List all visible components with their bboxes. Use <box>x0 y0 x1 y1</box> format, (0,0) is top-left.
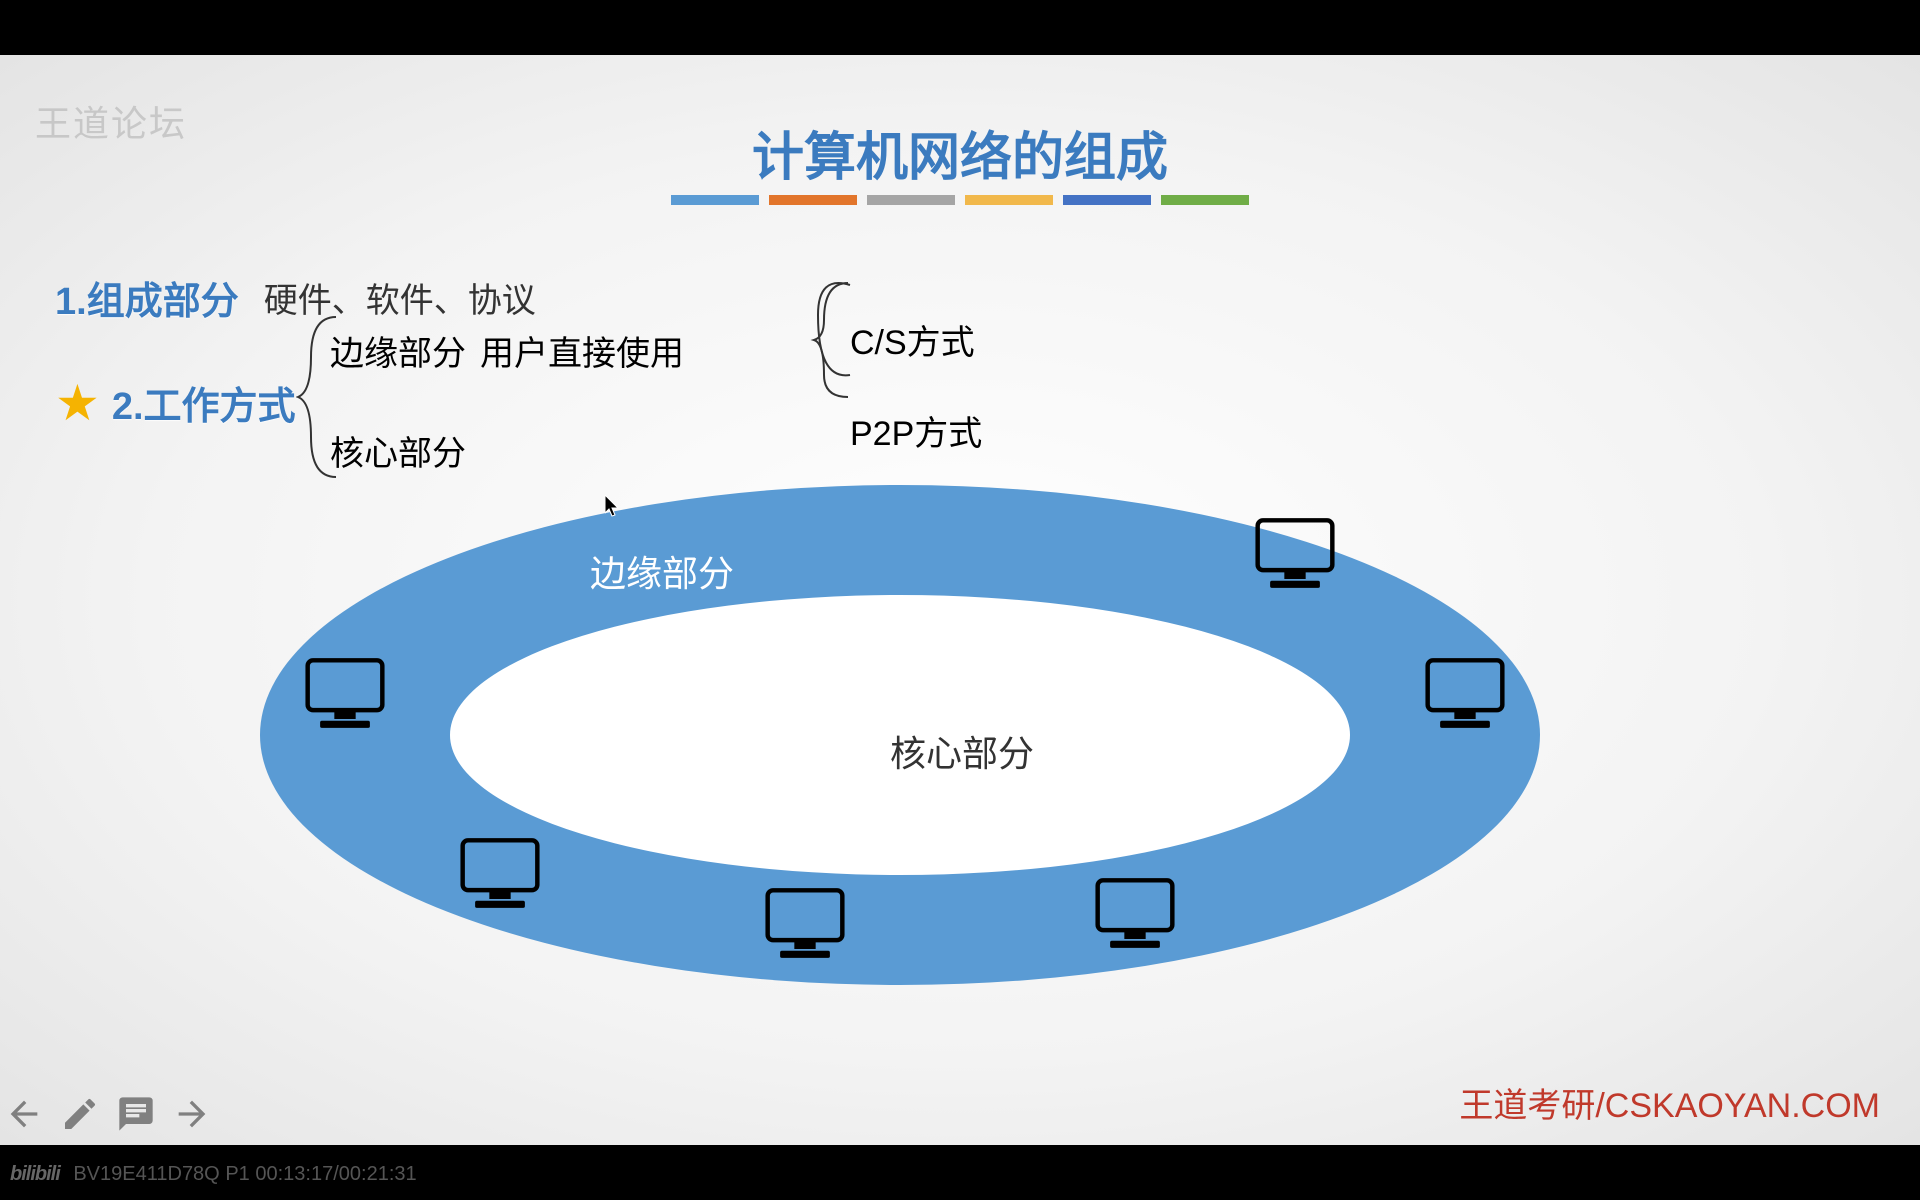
outline-item-1: 1.组成部分 <box>55 270 239 325</box>
title-underline-strip <box>671 195 1249 205</box>
next-slide-button[interactable] <box>172 1094 212 1139</box>
slide-content: 王道论坛 计算机网络的组成 1.组成部分 硬件、软件、协议 ★ 2.工作方式 边… <box>0 55 1920 1145</box>
sub-branch-column: C/S方式 P2P方式 <box>850 315 982 497</box>
core-label: 核心部分 <box>890 725 1034 777</box>
computer-icon <box>1420 655 1510 735</box>
computer-icon <box>455 835 545 915</box>
letterbox-bottom: bilibili BV19E411D78Q P1 00:13:17/00:21:… <box>0 1145 1920 1200</box>
strip-seg <box>1063 195 1151 205</box>
star-icon: ★ <box>55 378 100 428</box>
computer-icon <box>1090 875 1180 955</box>
branch-core: 核心部分 <box>330 426 466 475</box>
sub-p2p: P2P方式 <box>850 406 982 455</box>
outline-item-2: 2.工作方式 <box>112 375 296 430</box>
prev-slide-button[interactable] <box>4 1094 44 1139</box>
branch-edge-desc: 用户直接使用 <box>480 326 684 375</box>
strip-seg <box>769 195 857 205</box>
strip-seg <box>867 195 955 205</box>
network-ring-diagram: 核心部分 边缘部分 <box>260 485 1540 985</box>
branch-edge: 边缘部分 <box>330 326 466 375</box>
strip-seg <box>671 195 759 205</box>
computer-icon <box>1250 515 1340 595</box>
branch-column: 边缘部分 用户直接使用 核心部分 <box>330 310 684 475</box>
time-total: 00:21:31 <box>339 1163 417 1185</box>
letterbox-top <box>0 0 1920 55</box>
core-ellipse: 核心部分 <box>450 595 1350 875</box>
time-current: 00:13:17 <box>255 1163 333 1185</box>
sub-cs: C/S方式 <box>850 315 982 364</box>
footer-brand: 王道考研/CSKAOYAN.COM <box>1459 1078 1880 1127</box>
slide-title: 计算机网络的组成 <box>752 115 1168 190</box>
strip-seg <box>1161 195 1249 205</box>
edge-label: 边缘部分 <box>590 545 734 597</box>
strip-seg <box>965 195 1053 205</box>
video-id: BV19E411D78Q <box>73 1163 219 1185</box>
computer-icon <box>300 655 390 735</box>
slide-nav-toolbar <box>4 1094 212 1139</box>
video-part: P1 <box>225 1163 249 1185</box>
edit-button[interactable] <box>60 1094 100 1139</box>
watermark-text: 王道论坛 <box>35 95 187 147</box>
computer-icon <box>760 885 850 965</box>
mouse-cursor-icon <box>605 495 621 523</box>
bilibili-logo: bilibili <box>10 1163 60 1185</box>
player-info-bar: bilibili BV19E411D78Q P1 00:13:17/00:21:… <box>10 1163 417 1186</box>
notes-button[interactable] <box>116 1094 156 1139</box>
